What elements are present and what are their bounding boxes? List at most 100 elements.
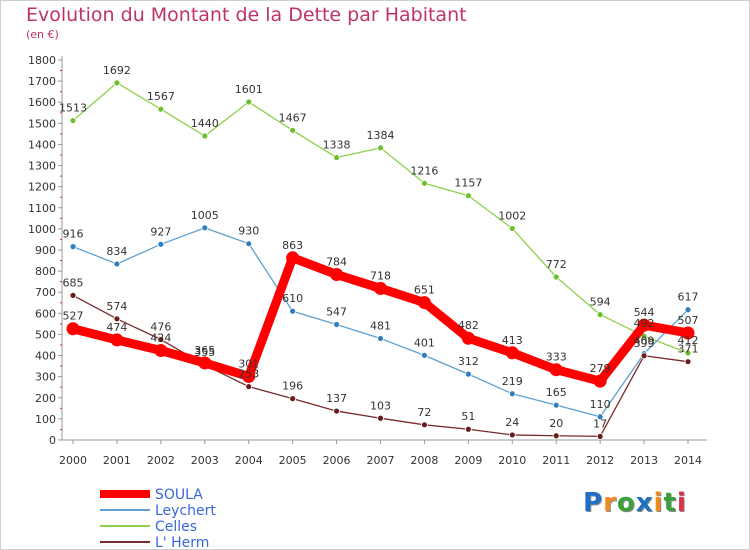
y-tick-label: 1400 <box>28 138 56 151</box>
data-point <box>113 315 121 323</box>
y-tick-label: 400 <box>35 350 56 363</box>
data-point <box>464 192 472 200</box>
data-label: 196 <box>282 380 303 393</box>
data-point <box>640 352 648 360</box>
data-point <box>286 251 300 265</box>
data-point <box>549 363 563 377</box>
data-point <box>113 260 121 268</box>
data-label: 930 <box>238 225 259 238</box>
x-tick-label: 2010 <box>498 454 526 467</box>
y-tick-label: 1500 <box>28 117 56 130</box>
data-point <box>154 343 168 357</box>
data-point <box>66 322 80 336</box>
data-label: 685 <box>63 276 84 289</box>
proxiti-logo: Proxiti <box>583 488 687 518</box>
data-point <box>113 79 121 87</box>
data-label: 399 <box>634 337 655 350</box>
data-point <box>508 431 516 439</box>
data-point <box>421 179 428 187</box>
data-point <box>69 291 77 299</box>
logo-letter: o <box>616 488 636 518</box>
data-label: 333 <box>546 351 567 364</box>
data-point <box>377 144 384 152</box>
x-tick-label: 2004 <box>235 454 263 467</box>
series-layer <box>66 79 695 440</box>
data-label: 1692 <box>103 64 131 77</box>
data-label: 424 <box>150 331 171 344</box>
data-point <box>377 335 384 342</box>
x-tick-label: 2000 <box>59 454 87 467</box>
logo-letter: t <box>663 488 677 518</box>
data-label: 401 <box>414 336 435 349</box>
y-tick-label: 600 <box>35 307 56 320</box>
y-tick-label: 900 <box>35 244 56 257</box>
data-label: 301 <box>238 357 259 370</box>
data-label: 527 <box>63 310 84 323</box>
data-label: 219 <box>502 375 523 388</box>
data-label: 784 <box>326 255 347 268</box>
x-tick-label: 2005 <box>279 454 307 467</box>
data-label: 103 <box>370 399 391 412</box>
legend-label: Leychert <box>155 503 216 519</box>
logo-letter: r <box>603 488 617 518</box>
data-point <box>245 240 253 248</box>
data-label: 1440 <box>191 117 219 130</box>
data-point <box>684 306 692 314</box>
data-point <box>593 374 607 388</box>
data-point <box>552 432 560 440</box>
y-tick-label: 1100 <box>28 202 56 215</box>
data-label: 312 <box>458 355 479 368</box>
legend-label: Celles <box>155 519 197 535</box>
chart-axes: 0 100 200 300 400 500 600 700 800 900 1000 1100 1200… <box>28 54 707 467</box>
data-label: 1384 <box>367 129 395 142</box>
x-tick-label: 2014 <box>674 454 702 467</box>
data-label: 547 <box>326 306 347 319</box>
data-label: 1005 <box>191 209 219 222</box>
y-tick-label: 700 <box>35 286 56 299</box>
data-point <box>552 273 560 281</box>
data-point <box>596 311 604 319</box>
data-label: 253 <box>238 368 259 381</box>
x-tick-label: 2003 <box>191 454 219 467</box>
data-label: 1467 <box>279 111 307 124</box>
data-label: 610 <box>282 292 303 305</box>
x-tick-label: 2008 <box>410 454 438 467</box>
data-point <box>508 390 516 398</box>
data-label: 371 <box>678 343 699 356</box>
data-point <box>289 395 297 403</box>
chart-title: Evolution du Montant de la Dette par Hab… <box>26 4 467 26</box>
data-label: 110 <box>590 398 611 411</box>
logo-letter: i <box>676 488 687 518</box>
data-point <box>333 321 340 328</box>
y-tick-label: 1200 <box>28 181 56 194</box>
data-point <box>201 224 209 232</box>
data-label: 834 <box>106 245 127 258</box>
data-point <box>333 407 340 415</box>
data-point <box>505 346 519 360</box>
logo-letter: x <box>635 488 654 518</box>
data-point <box>289 307 297 315</box>
y-tick-label: 1700 <box>28 75 56 88</box>
data-point <box>596 433 604 440</box>
y-tick-label: 200 <box>35 392 56 405</box>
data-point <box>333 154 340 161</box>
data-point <box>684 349 692 357</box>
data-label: 1002 <box>498 209 526 222</box>
data-label: 1338 <box>323 139 351 152</box>
data-label: 507 <box>678 314 699 327</box>
data-label: 651 <box>414 284 435 297</box>
data-label: 279 <box>590 362 611 375</box>
data-label: 863 <box>282 239 303 252</box>
x-tick-label: 2009 <box>454 454 482 467</box>
y-tick-label: 800 <box>35 265 56 278</box>
x-tick-label: 2011 <box>542 454 570 467</box>
y-tick-label: 1600 <box>28 96 56 109</box>
data-point <box>198 356 212 370</box>
data-label: 409 <box>634 335 655 348</box>
y-tick-label: 300 <box>35 371 56 384</box>
data-label: 772 <box>546 258 567 271</box>
data-label: 1513 <box>59 102 87 115</box>
